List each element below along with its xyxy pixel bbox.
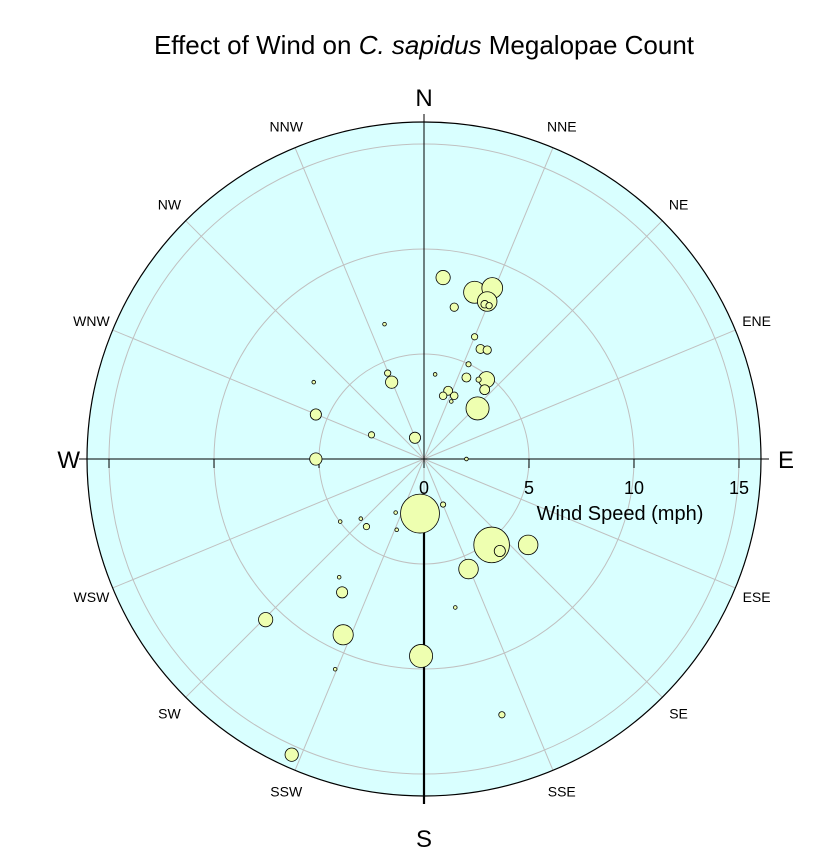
data-point bbox=[336, 574, 342, 580]
grid-spoke bbox=[423, 329, 736, 460]
data-point bbox=[337, 519, 343, 524]
direction-label-se: SE bbox=[669, 706, 688, 722]
data-point bbox=[482, 345, 492, 355]
data-point bbox=[284, 747, 299, 762]
data-point bbox=[367, 431, 376, 439]
data-point bbox=[449, 302, 459, 312]
data-point bbox=[471, 333, 479, 341]
data-point bbox=[461, 372, 472, 383]
data-point bbox=[450, 391, 459, 400]
chart-title-italic: C. sapidus bbox=[359, 30, 482, 60]
data-point bbox=[311, 379, 316, 385]
data-point bbox=[438, 391, 448, 400]
data-point bbox=[473, 526, 510, 564]
data-point bbox=[382, 321, 387, 327]
cardinal-label-s: S bbox=[416, 826, 432, 853]
tick-label-0: 0 bbox=[419, 478, 429, 498]
data-point bbox=[465, 361, 472, 368]
direction-label-nw: NW bbox=[158, 196, 182, 212]
data-point bbox=[485, 302, 493, 310]
grid-spoke bbox=[423, 458, 736, 589]
data-point bbox=[384, 369, 392, 377]
data-point bbox=[393, 510, 398, 515]
grid-spoke bbox=[185, 220, 425, 460]
data-point bbox=[258, 612, 274, 628]
data-point bbox=[400, 493, 440, 534]
chart-title-prefix: Effect of Wind on bbox=[154, 30, 359, 60]
cardinal-label-w: W bbox=[57, 447, 80, 474]
direction-label-ssw: SSW bbox=[270, 784, 303, 800]
direction-label-ene: ENE bbox=[742, 313, 771, 329]
data-point bbox=[493, 545, 506, 557]
data-point bbox=[332, 624, 354, 646]
tick-label-15: 15 bbox=[729, 478, 749, 498]
grid-spoke bbox=[423, 458, 554, 771]
direction-label-sw: SW bbox=[158, 706, 181, 722]
data-point bbox=[465, 396, 490, 421]
data-point bbox=[336, 586, 349, 599]
data-point bbox=[464, 456, 469, 462]
data-point bbox=[498, 711, 506, 719]
data-point bbox=[479, 384, 491, 396]
data-point bbox=[432, 372, 438, 377]
data-point bbox=[409, 644, 434, 668]
direction-label-ne: NE bbox=[669, 196, 688, 212]
data-point bbox=[453, 605, 458, 610]
data-point bbox=[440, 501, 447, 508]
data-point bbox=[309, 408, 322, 421]
data-point bbox=[458, 558, 479, 580]
direction-label-nnw: NNW bbox=[270, 118, 304, 134]
direction-label-sse: SSE bbox=[548, 784, 576, 800]
grid-spoke bbox=[294, 147, 425, 460]
data-point bbox=[394, 527, 399, 533]
radial-axis-title: Wind Speed (mph) bbox=[537, 503, 704, 525]
data-point bbox=[358, 516, 364, 521]
direction-label-ese: ESE bbox=[743, 589, 771, 605]
direction-label-wnw: WNW bbox=[73, 313, 110, 329]
grid-spoke bbox=[423, 220, 663, 460]
cardinal-label-n: N bbox=[415, 85, 432, 112]
data-point bbox=[517, 534, 539, 556]
chart-title-suffix: Megalopae Count bbox=[482, 30, 695, 60]
tick-label-10: 10 bbox=[624, 478, 644, 498]
data-point bbox=[408, 431, 421, 444]
chart-title: Effect of Wind on C. sapidus Megalopae C… bbox=[154, 30, 695, 60]
data-point bbox=[475, 376, 482, 383]
grid-spoke bbox=[185, 458, 425, 698]
grid-spoke bbox=[423, 458, 663, 698]
direction-label-wsw: WSW bbox=[74, 589, 111, 605]
cardinal-label-e: E bbox=[778, 447, 794, 474]
data-point bbox=[385, 375, 399, 389]
direction-label-nne: NNE bbox=[547, 118, 577, 134]
data-point bbox=[449, 399, 454, 404]
data-point bbox=[309, 452, 323, 466]
tick-label-5: 5 bbox=[524, 478, 534, 498]
data-point bbox=[332, 666, 338, 672]
data-point bbox=[435, 270, 451, 286]
grid-spoke bbox=[112, 458, 425, 589]
data-point bbox=[362, 523, 371, 531]
